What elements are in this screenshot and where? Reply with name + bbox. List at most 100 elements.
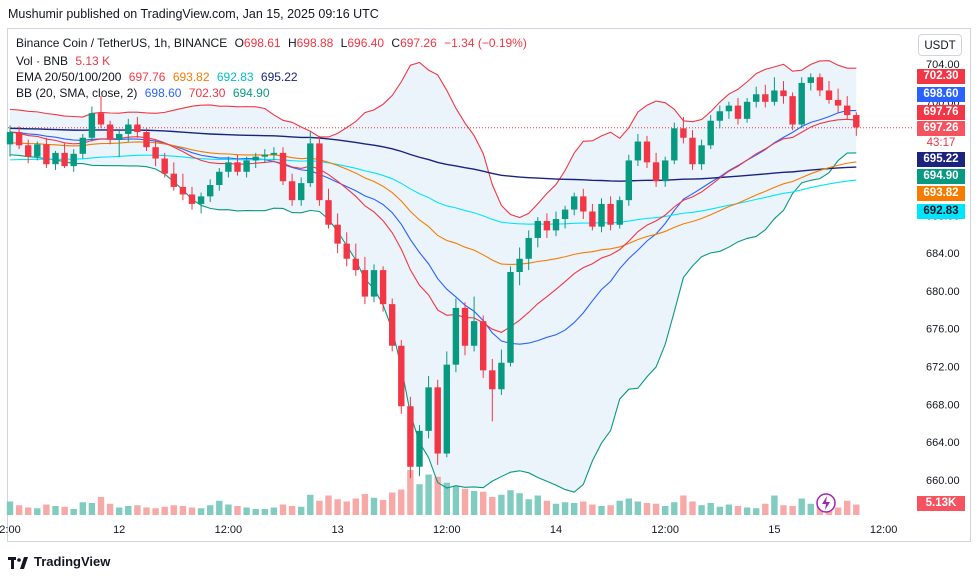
- legend-bb-upper: 702.30: [188, 86, 226, 100]
- volume-bar: [389, 492, 396, 515]
- candle-body: [407, 406, 414, 467]
- legend-volume-label[interactable]: Vol · BNB: [16, 54, 69, 68]
- y-axis-tick-label: 660.00: [926, 475, 960, 487]
- candle-body: [179, 186, 187, 195]
- volume-bar: [671, 502, 678, 515]
- candle-body: [197, 196, 205, 204]
- volume-bar: [197, 508, 205, 515]
- volume-bar: [480, 491, 487, 515]
- volume-bar: [607, 505, 614, 515]
- price-tag: 698.60: [917, 87, 965, 102]
- candle-body: [425, 387, 432, 431]
- ema20-line: [9, 118, 857, 333]
- chart-frame[interactable]: [7, 28, 971, 542]
- price-tag: 697.26: [917, 121, 965, 136]
- candle-body: [598, 203, 605, 227]
- candle-body: [416, 430, 423, 467]
- ema200-line: [9, 127, 857, 182]
- volume-bar: [161, 506, 168, 515]
- volume-bar: [207, 505, 214, 515]
- volume-bar: [125, 506, 132, 515]
- candle-body: [6, 132, 14, 145]
- volume-bar: [561, 502, 569, 515]
- candle-body: [816, 77, 824, 91]
- candle-body: [116, 133, 123, 140]
- legend-symbol[interactable]: Binance Coin / TetherUS, 1h, BINANCE: [16, 36, 228, 50]
- candle-body: [789, 96, 796, 125]
- price-tag: 692.83: [917, 204, 965, 219]
- volume-bar: [461, 488, 469, 515]
- candle-body: [143, 132, 150, 148]
- volume-bar: [97, 497, 105, 515]
- candle-body: [625, 160, 632, 201]
- volume-bar: [88, 503, 96, 515]
- volume-bar: [6, 501, 14, 515]
- candle-body: [106, 124, 114, 140]
- candle-body: [525, 237, 532, 259]
- volume-bar: [343, 501, 350, 515]
- volume-bar: [725, 504, 733, 515]
- candle-body: [734, 105, 742, 119]
- footer-brand-text: TradingView: [34, 554, 111, 569]
- candle-body: [134, 124, 141, 133]
- volume-bar: [571, 503, 578, 515]
- x-axis-tick-label: 12: [113, 524, 125, 536]
- footer-brand[interactable]: TradingView: [8, 551, 110, 573]
- volume-bar: [15, 505, 23, 515]
- volume-bar: [443, 482, 450, 515]
- candle-body: [834, 99, 842, 106]
- candle-body: [543, 220, 551, 231]
- volume-bar: [798, 498, 805, 515]
- candle-body: [52, 152, 59, 165]
- y-axis-tick-label: 668.00: [926, 399, 960, 411]
- candle-body: [188, 194, 196, 204]
- y-axis-tick-label: 672.00: [926, 362, 960, 374]
- candle-body: [325, 200, 332, 225]
- volume-bar: [734, 506, 742, 515]
- candle-body: [261, 154, 268, 157]
- legend-bb-label[interactable]: BB (20, SMA, close, 2): [16, 86, 138, 100]
- legend-ema100: 692.83: [216, 70, 254, 84]
- legend-high: H698.88: [287, 36, 334, 50]
- candle-body: [279, 152, 287, 182]
- volume-bar: [70, 509, 77, 515]
- legend-ema-row: EMA 20/50/100/200 697.76 693.82 692.83 6…: [16, 69, 302, 85]
- volume-bar: [116, 507, 123, 515]
- volume-bar: [534, 495, 541, 515]
- legend-ema-label[interactable]: EMA 20/50/100/200: [16, 70, 122, 84]
- volume-bar: [598, 506, 605, 515]
- candle-body: [125, 124, 132, 134]
- lightning-icon[interactable]: [816, 493, 836, 513]
- volume-bar: [361, 494, 369, 515]
- candle-body: [25, 145, 32, 157]
- price-tag: 702.30: [917, 69, 965, 84]
- candle-body: [725, 105, 733, 112]
- currency-button[interactable]: USDT: [918, 34, 962, 56]
- volume-bar: [316, 500, 323, 515]
- candle-body: [461, 307, 469, 346]
- legend-open: O698.61: [234, 36, 281, 50]
- candle-body: [352, 258, 359, 271]
- x-axis-tick-label: 2:00: [0, 524, 21, 536]
- candle-body: [34, 144, 41, 157]
- candle-body: [743, 101, 751, 119]
- candle-body: [389, 304, 396, 346]
- candle-body: [207, 185, 214, 197]
- candle-body: [470, 321, 478, 346]
- candle-body: [662, 160, 669, 182]
- candle-body: [853, 115, 860, 128]
- volume-bar: [470, 491, 478, 515]
- candle-body: [643, 141, 651, 163]
- volume-bar: [425, 474, 432, 515]
- volume-bar: [844, 500, 851, 515]
- volume-bar: [134, 505, 141, 515]
- y-axis-tick-label: 676.00: [926, 324, 960, 336]
- x-axis-tick-label: 15: [768, 524, 780, 536]
- candle-body: [580, 196, 587, 212]
- volume-bar: [762, 503, 769, 515]
- candle-body: [652, 162, 660, 182]
- volume-bar: [452, 486, 460, 515]
- volume-bar: [43, 504, 50, 515]
- volume-bar: [516, 493, 523, 515]
